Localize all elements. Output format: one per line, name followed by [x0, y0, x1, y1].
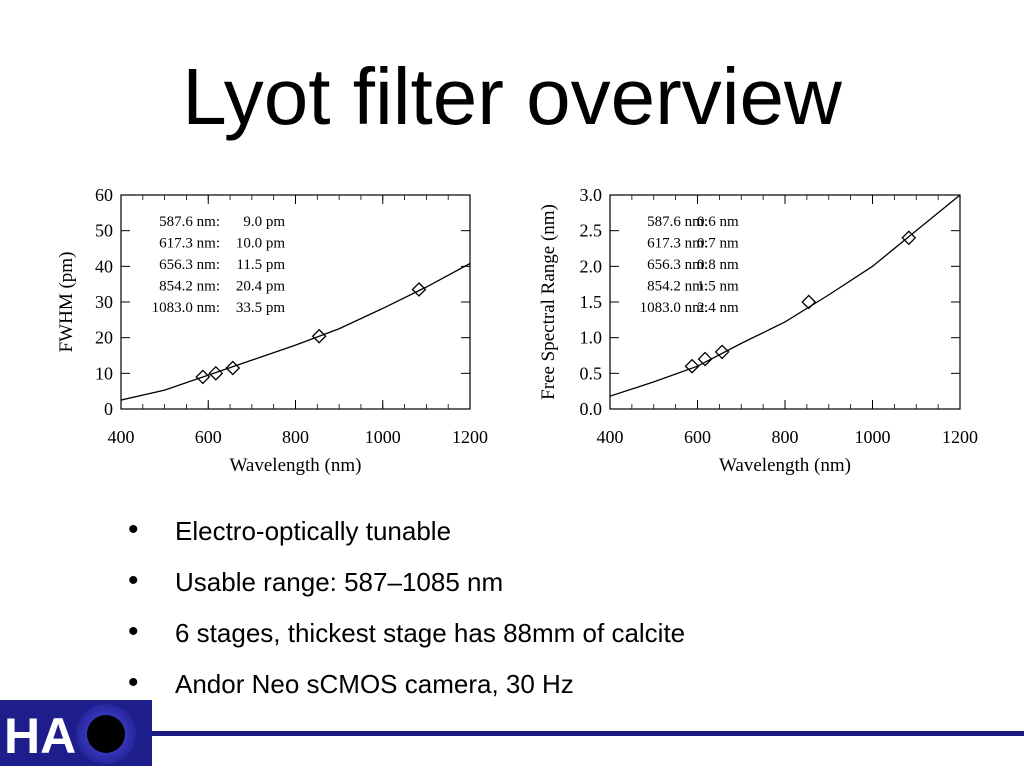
hao-logo: HA	[0, 700, 152, 766]
data-point-diamond	[801, 294, 817, 310]
data-point-diamond	[225, 360, 241, 376]
x-tick-label: 1200	[452, 427, 488, 447]
data-point-diamond	[311, 328, 327, 344]
y-tick-label: 0.0	[580, 399, 603, 419]
x-axis-label: Wavelength (nm)	[719, 455, 851, 476]
data-point-diamond	[208, 365, 224, 381]
bullet-dot-icon: •	[128, 615, 139, 648]
y-axis-label: Free Spectral Range (nm)	[538, 204, 559, 400]
y-tick-label: 0.5	[580, 363, 603, 383]
annotation-label: 656.3 nm:	[159, 257, 220, 273]
bullet-text: Usable range: 587–1085 nm	[175, 567, 504, 597]
annotation-label: 854.2 nm:	[159, 279, 220, 295]
y-tick-label: 1.5	[580, 292, 603, 312]
data-point-diamond	[684, 358, 700, 374]
y-tick-label: 1.0	[580, 328, 603, 348]
logo-letters: HA	[4, 708, 76, 764]
bullet-text: Andor Neo sCMOS camera, 30 Hz	[175, 669, 574, 699]
bullet-text: Electro-optically tunable	[175, 516, 452, 546]
y-tick-label: 10	[95, 363, 113, 383]
annotation-label: 587.6 nm:	[159, 214, 220, 230]
fit-curve	[610, 195, 960, 397]
fwhm-chart-svg: 400 600 800 1000 1200 0 10 20 30 40 50 60 Wavelength…	[56, 185, 488, 476]
x-tick-label: 1000	[365, 427, 401, 447]
annotation-label: 617.3 nm:	[647, 236, 708, 252]
y-tick-label: 20	[95, 328, 113, 348]
x-tick-label: 1200	[942, 427, 978, 447]
data-point-diamond	[714, 344, 730, 360]
annotation-label: 617.3 nm:	[159, 236, 220, 252]
x-tick-label: 400	[108, 427, 135, 447]
bullet-text: 6 stages, thickest stage has 88mm of cal…	[175, 618, 686, 648]
annotation-value: 11.5 pm	[236, 257, 285, 273]
annotation-label: 656.3 nm:	[647, 257, 708, 273]
slide-title: Lyot filter overview	[182, 52, 842, 141]
y-tick-label: 60	[95, 185, 113, 205]
x-tick-label: 600	[195, 427, 222, 447]
x-tick-label: 1000	[855, 427, 891, 447]
fsr-chart-svg: 400 600 800 1000 1200 0.0 0.5 1.0 1.5 2.0 2.5 3.0 Wa…	[538, 185, 978, 476]
y-tick-label: 0	[104, 399, 113, 419]
x-tick-label: 800	[282, 427, 309, 447]
bullet-dot-icon: •	[128, 513, 139, 546]
x-tick-label: 800	[772, 427, 799, 447]
x-tick-label: 600	[684, 427, 711, 447]
x-tick-label: 400	[597, 427, 624, 447]
y-tick-label: 40	[95, 256, 113, 276]
fit-curve	[121, 262, 470, 401]
annotation-value: 0.7 nm	[697, 236, 739, 252]
annotation-label: 587.6 nm:	[647, 214, 708, 230]
annotation-value: 9.0 pm	[243, 214, 285, 230]
data-point-diamond	[901, 230, 917, 246]
annotation-value: 33.5 pm	[236, 300, 286, 316]
annotation-label: 1083.0 nm:	[640, 300, 708, 316]
footer-rule	[152, 731, 1024, 736]
y-tick-label: 2.0	[580, 256, 603, 276]
annotation-value: 0.6 nm	[697, 214, 739, 230]
annotation-value: 0.8 nm	[697, 257, 739, 273]
annotation-label: 854.2 nm:	[647, 279, 708, 295]
y-axis-label: FWHM (pm)	[56, 252, 77, 353]
bullet-dot-icon: •	[128, 666, 139, 699]
annotation-value: 2.4 nm	[697, 300, 739, 316]
fwhm-chart: 400 600 800 1000 1200 0 10 20 30 40 50 60 Wavelength…	[48, 182, 508, 487]
annotation-value: 20.4 pm	[236, 279, 286, 295]
y-tick-label: 3.0	[580, 185, 603, 205]
data-point-diamond	[697, 351, 713, 367]
y-tick-label: 50	[95, 221, 113, 241]
annotation-value: 1.5 nm	[697, 279, 739, 295]
fsr-chart: 400 600 800 1000 1200 0.0 0.5 1.0 1.5 2.0 2.5 3.0 Wa…	[536, 182, 988, 487]
x-axis-label: Wavelength (nm)	[230, 455, 362, 476]
annotation-label: 1083.0 nm:	[152, 300, 220, 316]
y-tick-label: 30	[95, 292, 113, 312]
annotation-value: 10.0 pm	[236, 236, 286, 252]
data-point-diamond	[411, 282, 427, 297]
y-tick-label: 2.5	[580, 221, 603, 241]
bullet-dot-icon: •	[128, 564, 139, 597]
data-point-diamond	[195, 369, 211, 385]
logo-sun-disk	[87, 715, 125, 753]
